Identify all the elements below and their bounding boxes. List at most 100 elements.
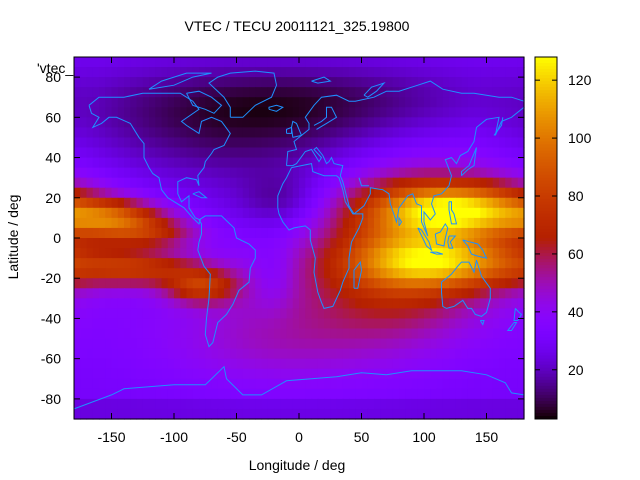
heatmap-cell	[505, 368, 513, 380]
heatmap-cell	[317, 378, 325, 390]
heatmap-cell	[492, 308, 500, 320]
heatmap-cell	[361, 288, 369, 299]
heatmap-cell	[324, 318, 331, 330]
heatmap-cell	[149, 97, 156, 108]
heatmap-cell	[486, 328, 494, 340]
heatmap-cell	[92, 238, 100, 249]
heatmap-cell	[424, 67, 431, 78]
heatmap-cell	[442, 97, 450, 108]
heatmap-cell	[299, 328, 306, 340]
heatmap-cell	[436, 348, 444, 360]
heatmap-cell	[149, 288, 156, 299]
heatmap-cell	[355, 77, 363, 88]
heatmap-cell	[299, 268, 306, 279]
heatmap-cell	[474, 398, 481, 410]
heatmap-cell	[80, 197, 88, 209]
heatmap-cell	[442, 238, 450, 249]
colorbar-step	[535, 340, 557, 345]
heatmap-cell	[449, 147, 456, 159]
heatmap-cell	[124, 238, 131, 249]
heatmap-cell	[261, 137, 269, 149]
heatmap-cell	[274, 318, 281, 330]
heatmap-cell	[449, 157, 456, 169]
heatmap-cell	[136, 298, 144, 309]
heatmap-cell	[417, 217, 425, 229]
heatmap-cell	[349, 157, 356, 169]
heatmap-cell	[499, 378, 506, 390]
heatmap-cell	[517, 248, 525, 259]
heatmap-cell	[411, 107, 419, 118]
heatmap-cell	[92, 137, 100, 149]
heatmap-cell	[399, 157, 406, 169]
heatmap-cell	[261, 107, 269, 118]
heatmap-cell	[99, 167, 106, 179]
heatmap-cell	[280, 388, 288, 400]
heatmap-cell	[149, 227, 156, 239]
x-tick-label: -150	[97, 429, 125, 445]
heatmap-cell	[86, 368, 94, 380]
heatmap-cell	[217, 127, 225, 139]
heatmap-cell	[155, 117, 163, 128]
heatmap-cell	[161, 97, 169, 108]
heatmap-cell	[361, 368, 369, 380]
heatmap-cell	[130, 117, 138, 128]
heatmap-cell	[336, 77, 344, 88]
heatmap-cell	[317, 268, 325, 279]
heatmap-cell	[192, 57, 200, 68]
heatmap-cell	[149, 217, 156, 229]
heatmap-cell	[249, 388, 256, 400]
heatmap-cell	[411, 268, 419, 279]
heatmap-cell	[249, 378, 256, 390]
heatmap-cell	[261, 197, 269, 209]
heatmap-cell	[461, 227, 469, 239]
heatmap-cell	[467, 318, 475, 330]
heatmap-cell	[342, 348, 350, 360]
heatmap-cell	[192, 368, 200, 380]
heatmap-cell	[92, 177, 100, 189]
heatmap-cell	[242, 248, 250, 259]
heatmap-cell	[392, 227, 400, 239]
heatmap-cell	[142, 368, 150, 380]
heatmap-cell	[467, 207, 475, 219]
heatmap-cell	[236, 147, 244, 159]
heatmap-cell	[505, 187, 513, 199]
heatmap-cell	[142, 258, 150, 269]
heatmap-cell	[105, 147, 113, 159]
colorbar-step	[535, 180, 557, 185]
heatmap-cell	[205, 258, 213, 269]
colorbar-step	[535, 313, 557, 317]
heatmap-cell	[417, 378, 425, 390]
heatmap-cell	[99, 157, 106, 169]
heatmap-cell	[74, 107, 81, 118]
heatmap-cell	[330, 137, 338, 149]
heatmap-cell	[286, 308, 294, 320]
heatmap-cell	[117, 107, 125, 118]
y-tick-label: -20	[41, 270, 61, 286]
heatmap-cell	[174, 147, 181, 159]
heatmap-cell	[467, 268, 475, 279]
heatmap-cell	[186, 127, 194, 139]
heatmap-cell	[367, 318, 375, 330]
heatmap-cell	[461, 378, 469, 390]
heatmap-cell	[136, 147, 144, 159]
heatmap-cell	[199, 57, 206, 68]
heatmap-cell	[436, 328, 444, 340]
heatmap-cell	[149, 358, 156, 370]
colorbar-step	[535, 301, 557, 305]
heatmap-cell	[99, 77, 106, 88]
heatmap-cell	[292, 408, 300, 420]
heatmap-cell	[330, 378, 338, 390]
heatmap-cell	[411, 278, 419, 289]
colorbar-step	[535, 325, 557, 329]
heatmap-cell	[486, 308, 494, 320]
heatmap-cell	[461, 157, 469, 169]
heatmap-cell	[424, 368, 431, 380]
heatmap-cell	[367, 177, 375, 189]
heatmap-cell	[124, 197, 131, 209]
heatmap-cell	[349, 278, 356, 289]
heatmap-cell	[117, 207, 125, 219]
heatmap-cell	[92, 338, 100, 350]
heatmap-cell	[267, 258, 275, 269]
colorbar-step	[535, 352, 557, 357]
